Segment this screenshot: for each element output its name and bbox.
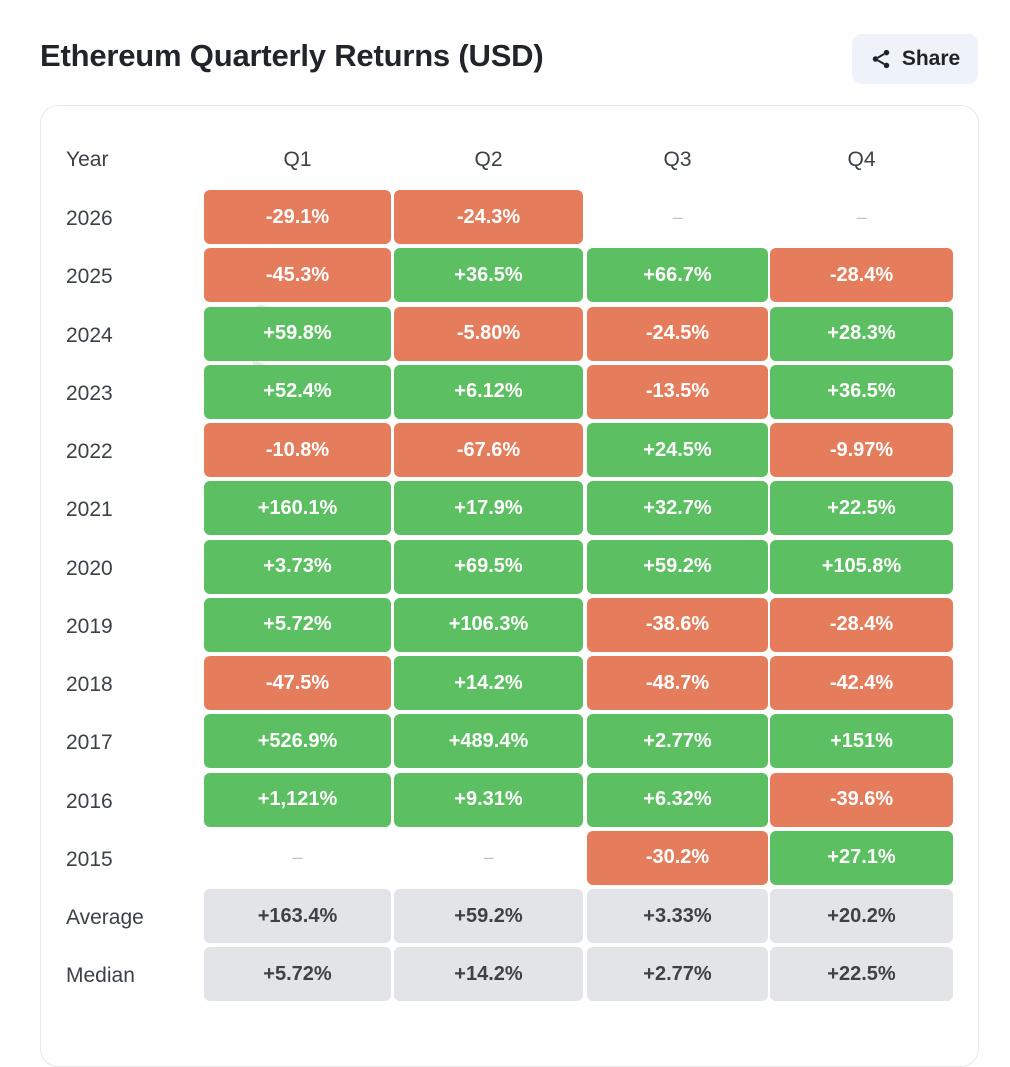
year-label: 2020 [66,556,113,580]
summary-cell: +22.5% [770,947,953,1002]
year-label: 2018 [66,673,113,696]
summary-cell: +2.77% [587,947,768,1002]
return-cell: -47.5% [204,656,391,710]
return-cell: +489.4% [394,714,583,769]
return-cell: +52.4% [204,364,391,419]
return-cell: +66.7% [587,248,768,303]
summary-cell: +3.33% [587,889,768,943]
return-cell: +6.12% [394,364,583,419]
year-label: 2023 [66,381,113,405]
page-title: Ethereum Quarterly Returns (USD) [40,38,544,73]
return-cell: +3.73% [204,539,391,594]
return-cell: +526.9% [204,714,391,769]
return-cell: -42.4% [770,656,953,710]
return-cell: +1,121% [204,772,391,827]
return-cell: +14.2% [394,656,583,710]
share-button[interactable]: Share [852,34,978,84]
return-cell: +24.5% [587,423,768,477]
return-cell: +151% [770,714,953,769]
year-label: 2021 [66,498,113,522]
summary-label: Median [66,964,135,988]
year-label: 2025 [66,265,113,289]
return-cell: +9.31% [394,772,583,827]
return-cell: – [856,206,867,227]
header-q1: Q1 [283,148,312,171]
return-cell: -45.3% [204,248,391,303]
header-year: Year [66,148,109,171]
summary-cell: +163.4% [204,889,391,943]
summary-cell: +59.2% [394,889,583,943]
return-cell: +69.5% [394,539,583,594]
return-cell: +105.8% [770,539,953,594]
header-q2: Q2 [474,148,503,171]
return-cell: +59.2% [587,539,768,594]
return-cell: +32.7% [587,481,768,536]
return-cell: +36.5% [394,248,583,303]
return-cell: -30.2% [587,830,768,885]
return-cell: – [672,206,683,227]
summary-label: Average [66,906,144,929]
year-label: 2019 [66,614,113,638]
return-cell: -67.6% [394,423,583,477]
return-cell: -9.97% [770,423,953,477]
return-cell: -48.7% [587,656,768,710]
year-label: 2017 [66,731,113,755]
return-cell: -29.1% [204,190,391,244]
share-label: Share [901,47,961,70]
return-cell: +17.9% [394,481,583,536]
return-cell: -24.5% [587,306,768,361]
summary-cell: +20.2% [770,889,953,943]
return-cell: +2.77% [587,714,768,769]
header-q4: Q4 [847,148,876,171]
year-label: 2022 [66,440,113,463]
summary-cell: +5.72% [204,947,391,1002]
return-cell: – [483,847,494,868]
return-cell: -28.4% [770,248,953,303]
year-label: 2026 [66,207,113,230]
return-cell: -39.6% [770,772,953,827]
return-cell: +5.72% [204,597,391,652]
return-cell: -28.4% [770,597,953,652]
summary-cell: +14.2% [394,947,583,1002]
return-cell: +27.1% [770,830,953,885]
header-q3: Q3 [663,148,692,171]
return-cell: -13.5% [587,364,768,419]
return-cell: +6.32% [587,772,768,827]
return-cell: +59.8% [204,306,391,361]
year-label: 2016 [66,789,113,813]
return-cell: -5.80% [394,306,583,361]
return-cell: +106.3% [394,597,583,652]
return-cell: +28.3% [770,306,953,361]
year-label: 2024 [66,323,113,347]
return-cell: +160.1% [204,481,391,536]
return-cell: – [292,847,303,868]
return-cell: -10.8% [204,423,391,477]
return-cell: +36.5% [770,364,953,419]
share-icon [870,48,892,70]
return-cell: -24.3% [394,190,583,244]
return-cell: +22.5% [770,481,953,536]
return-cell: -38.6% [587,597,768,652]
year-label: 2015 [66,847,113,871]
